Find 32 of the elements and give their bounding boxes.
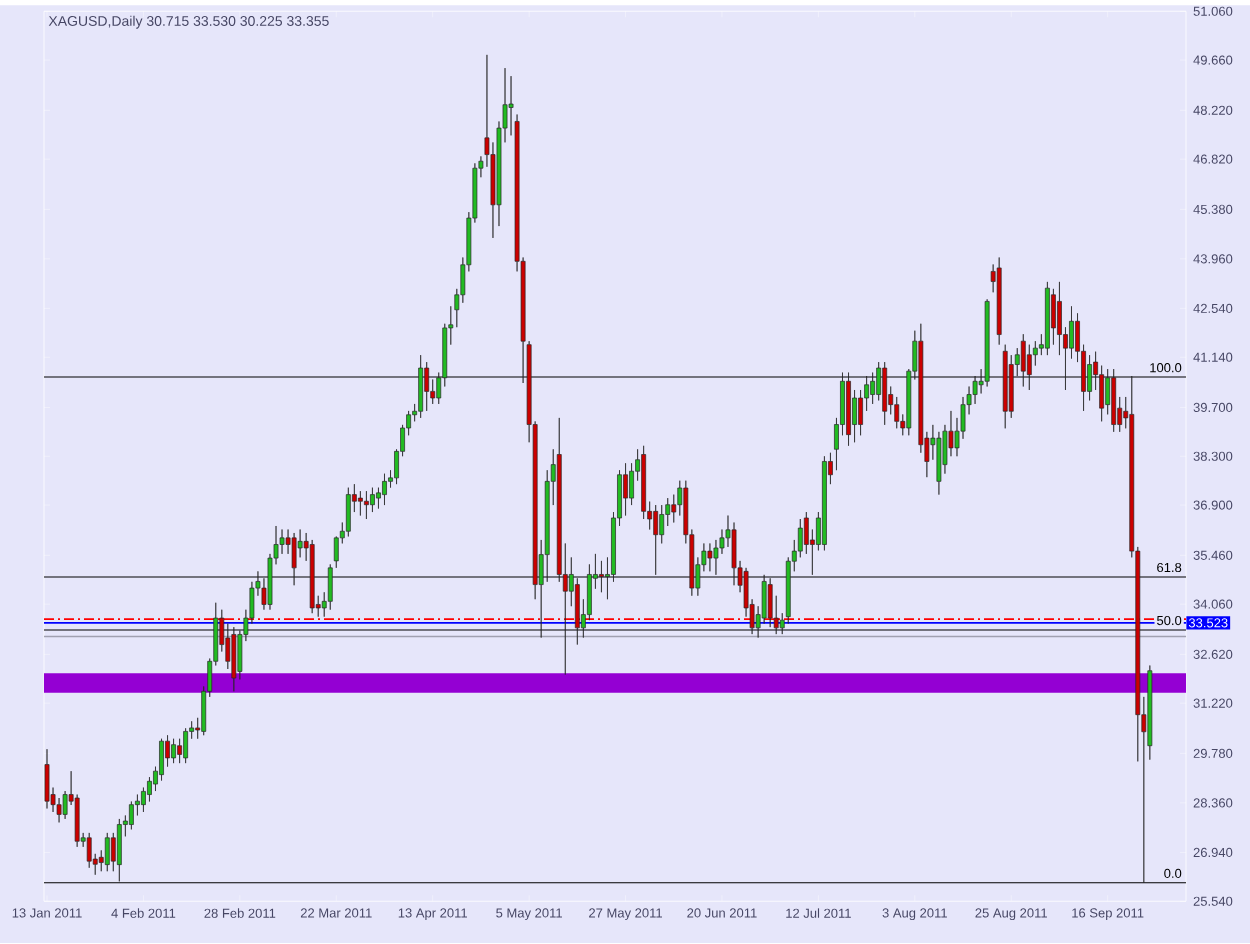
- candlestick: [936, 431, 942, 496]
- candlestick: [846, 372, 851, 447]
- candlestick: [767, 578, 773, 628]
- candlestick: [44, 749, 50, 810]
- candlestick: [364, 491, 369, 520]
- candlestick: [171, 738, 176, 764]
- candlestick: [1002, 344, 1008, 430]
- candlestick: [309, 539, 315, 614]
- candlestick: [882, 362, 888, 426]
- candlestick: [822, 456, 827, 552]
- candlestick: [231, 627, 237, 693]
- candlestick: [707, 543, 713, 573]
- candlestick: [1111, 369, 1117, 433]
- candlestick: [104, 832, 110, 872]
- candlestick: [731, 522, 737, 587]
- candlestick: [418, 355, 424, 419]
- candlestick: [345, 487, 351, 538]
- candlestick: [1044, 281, 1050, 356]
- candlestick: [291, 533, 297, 587]
- candlestick: [370, 487, 375, 513]
- candlestick: [116, 818, 122, 883]
- candlestick: [599, 560, 604, 593]
- candlestick: [996, 257, 1002, 346]
- candlestick: [86, 832, 92, 869]
- candlestick: [653, 505, 659, 576]
- candlestick: [424, 362, 430, 412]
- candlestick: [128, 801, 134, 831]
- candlestick: [1020, 334, 1026, 388]
- candlestick: [183, 728, 189, 764]
- candlestick: [984, 299, 990, 388]
- candlestick: [357, 491, 363, 517]
- candlestick: [382, 473, 387, 506]
